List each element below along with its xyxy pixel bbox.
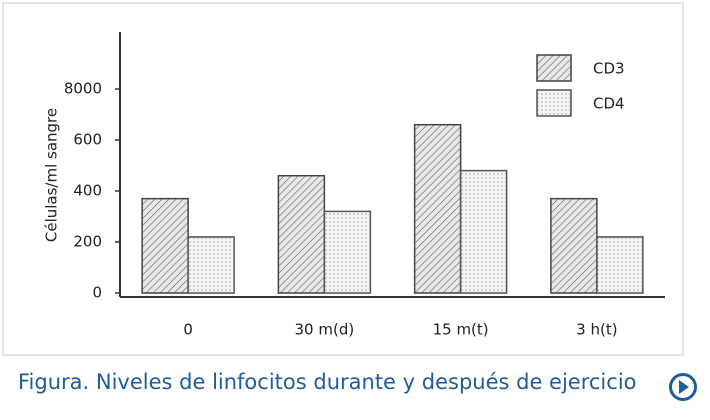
x-tick-label: 30 m(d) bbox=[295, 321, 355, 339]
bar bbox=[459, 169, 508, 294]
y-tick-label: 400 bbox=[73, 182, 102, 200]
x-tick-label: 15 m(t) bbox=[433, 321, 489, 339]
legend-swatch bbox=[536, 89, 572, 117]
legend-label: CD4 bbox=[593, 95, 625, 113]
bar bbox=[596, 236, 644, 294]
legend-swatch bbox=[536, 54, 572, 82]
bar bbox=[277, 174, 326, 294]
plot-frame bbox=[2, 2, 684, 356]
x-tick-label: 3 h(t) bbox=[576, 321, 617, 339]
y-tick-label: 600 bbox=[73, 131, 102, 149]
bar bbox=[187, 236, 235, 294]
x-tick-label: 0 bbox=[183, 321, 193, 339]
bar bbox=[323, 210, 372, 294]
bar bbox=[141, 197, 189, 294]
y-tick-label: 200 bbox=[73, 233, 102, 251]
caption-text: Figura. Niveles de linfocitos durante y … bbox=[18, 370, 637, 394]
caption: Figura. Niveles de linfocitos durante y … bbox=[18, 370, 637, 394]
play-button[interactable] bbox=[668, 372, 698, 402]
y-axis-label: Células/ml sangre bbox=[43, 108, 61, 242]
legend-label: CD3 bbox=[593, 60, 625, 78]
y-tick-label: 8000 bbox=[64, 80, 102, 98]
y-tick-label: 0 bbox=[92, 284, 102, 302]
chart: Células/ml sangre 0 200 400 600 8000 0 30 m(d)… bbox=[2, 2, 684, 356]
bar bbox=[550, 197, 598, 294]
bar bbox=[413, 123, 462, 294]
